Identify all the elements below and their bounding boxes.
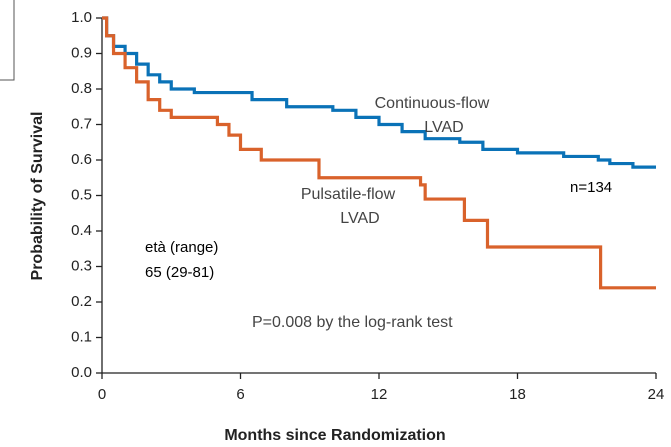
- series-label-line: LVAD: [424, 119, 463, 136]
- y-axis-title: Probability of Survival: [29, 112, 46, 281]
- survival-curve: [102, 16, 656, 290]
- y-tick-label: 0.3: [71, 257, 92, 274]
- y-tick-label: 0.1: [71, 328, 92, 345]
- y-tick-label: 0.9: [71, 44, 92, 61]
- x-axis-title: Months since Randomization: [224, 427, 445, 444]
- y-tick-label: 1.0: [71, 9, 92, 26]
- x-tick-label: 6: [236, 386, 244, 403]
- annotation: 65 (29-81): [145, 264, 214, 281]
- y-tick-label: 0.4: [71, 222, 92, 239]
- x-tick-label: 12: [371, 386, 388, 403]
- series-label-line: Pulsatile-flow: [301, 186, 396, 203]
- y-tick-label: 0.5: [71, 186, 92, 203]
- x-tick-label: 0: [98, 386, 106, 403]
- annotation: n=134: [570, 179, 612, 196]
- annotation: età (range): [145, 239, 218, 256]
- series-label-line: LVAD: [340, 210, 379, 227]
- y-tick-label: 0.7: [71, 115, 92, 132]
- x-tick-label: 18: [509, 386, 526, 403]
- series-label: Pulsatile-flow LVAD: [301, 186, 396, 227]
- x-tick-label: 24: [648, 386, 665, 403]
- survival-curve: [102, 16, 656, 169]
- y-tick-label: 0.0: [71, 364, 92, 381]
- y-tick-label: 0.8: [71, 80, 92, 97]
- series-label: Continuous-flow LVAD: [375, 95, 490, 136]
- series-label-line: Continuous-flow: [375, 95, 490, 112]
- cropped-frame: [0, 0, 15, 81]
- annotation: P=0.008 by the log-rank test: [252, 314, 453, 331]
- y-tick-label: 0.2: [71, 293, 92, 310]
- y-tick-label: 0.6: [71, 151, 92, 168]
